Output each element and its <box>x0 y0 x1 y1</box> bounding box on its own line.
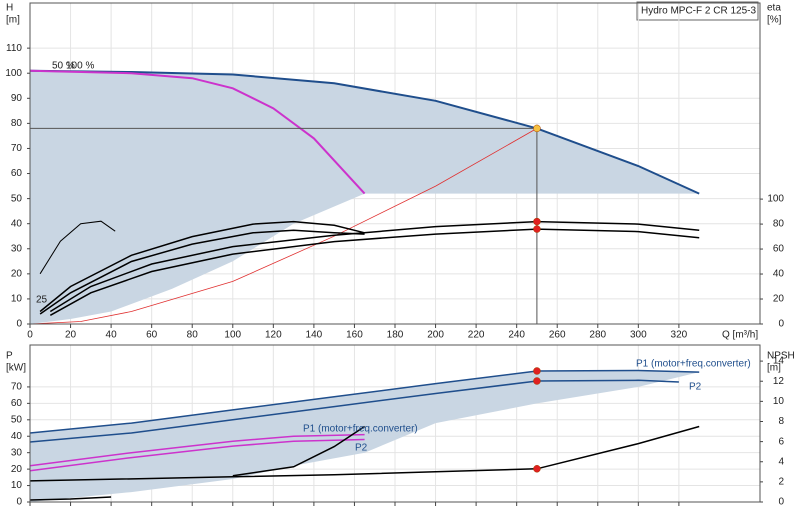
y2-tick-label: 12 <box>773 376 785 387</box>
x-tick-label: 20 <box>65 330 77 341</box>
operating-point <box>533 367 541 375</box>
envelope-area <box>30 70 700 324</box>
x-tick-label: 100 <box>224 330 241 341</box>
annotation: 50 % <box>52 61 75 72</box>
y-tick-label: 50 <box>11 193 23 204</box>
y2-label: NPSH <box>767 351 795 362</box>
curve <box>232 425 366 477</box>
operating-point <box>533 217 541 226</box>
x-tick-label: 320 <box>671 330 688 341</box>
y-tick-label: 100 <box>5 68 22 79</box>
y2-tick-label: 40 <box>773 269 785 280</box>
envelope-area <box>30 370 700 502</box>
y-tick-label: 30 <box>11 447 23 458</box>
x-tick-label: 80 <box>187 330 199 341</box>
y-label: P <box>6 351 13 362</box>
operating-point <box>533 124 541 133</box>
curve <box>29 425 700 482</box>
annotation: P1 (motor+freq.converter) <box>303 424 418 435</box>
annotation: P2 <box>355 443 368 454</box>
x-tick-label: 160 <box>346 330 363 341</box>
y-tick-label: 50 <box>11 414 23 425</box>
annotation: 100 % <box>66 61 94 72</box>
annotation: 25 <box>36 295 48 306</box>
y2-tick-label: 4 <box>778 456 784 467</box>
x-tick-label: 280 <box>589 330 606 341</box>
annotation-layer: 50 % 100 % 25 P1 (motor+freq.converter) … <box>36 61 751 454</box>
annotation: P1 (motor+freq.converter) <box>636 359 751 370</box>
curve <box>29 69 366 195</box>
curve <box>29 69 700 195</box>
y-unit: [kW] <box>6 363 26 374</box>
x-tick-label: 120 <box>265 330 282 341</box>
chart-title: Hydro MPC-F 2 CR 125-3 <box>641 6 756 17</box>
y-tick-label: 70 <box>11 143 23 154</box>
y-tick-label: 110 <box>6 43 22 54</box>
curve <box>49 220 700 313</box>
y2-label: eta <box>767 3 781 14</box>
x-tick-label: 200 <box>427 330 444 341</box>
annotation: P2 <box>689 382 702 393</box>
x-tick-label: 260 <box>549 330 566 341</box>
y2-tick-label: 20 <box>773 294 785 305</box>
y-tick-label: 90 <box>11 93 23 104</box>
y2-tick-label: 14 <box>773 356 785 367</box>
y-tick-label: 80 <box>11 118 23 129</box>
y2-unit: [%] <box>767 15 782 26</box>
y2-tick-label: 60 <box>773 244 785 255</box>
x-tick-label: 240 <box>508 330 525 341</box>
x-label: Q [m³/h] <box>722 330 758 341</box>
y2-tick-label: 6 <box>778 436 784 447</box>
y-tick-label: 40 <box>11 218 23 229</box>
y-tick-label: 60 <box>11 398 23 409</box>
curve <box>39 229 365 315</box>
x-tick-label: 60 <box>146 330 158 341</box>
y-tick-label: 40 <box>11 431 23 442</box>
curve <box>39 220 116 275</box>
curve <box>29 369 700 434</box>
y2-tick-label: 0 <box>778 497 784 508</box>
plot-layer: 0 20 40 60 80 100 120 140 160 180 200 220 240 260 280 3… <box>5 2 785 508</box>
operating-point <box>533 377 541 385</box>
x-tick-label: 220 <box>468 330 485 341</box>
y-tick-label: 0 <box>16 319 22 330</box>
curve <box>39 220 365 313</box>
operating-point <box>533 225 541 233</box>
x-tick-label: 300 <box>630 330 647 341</box>
y2-tick-label: 100 <box>767 194 784 205</box>
y-label: H <box>6 3 13 14</box>
y-tick-label: 60 <box>11 168 23 179</box>
y-tick-label: 20 <box>11 268 23 279</box>
y-tick-label: 10 <box>11 480 23 491</box>
curve <box>49 228 700 316</box>
y2-tick-label: 80 <box>773 219 785 230</box>
curve <box>29 128 538 325</box>
y-tick-label: 70 <box>11 382 23 393</box>
y2-tick-label: 0 <box>778 319 784 330</box>
curve <box>29 433 365 467</box>
curve <box>29 496 112 501</box>
curve <box>29 438 365 472</box>
y-tick-label: 10 <box>11 294 23 305</box>
x-tick-label: 0 <box>27 330 33 341</box>
curve <box>29 379 679 443</box>
operating-point <box>533 465 541 473</box>
x-tick-label: 180 <box>387 330 404 341</box>
y-tick-label: 30 <box>11 243 23 254</box>
y2-tick-label: 2 <box>778 477 784 488</box>
x-tick-label: 40 <box>106 330 118 341</box>
y-tick-label: 0 <box>16 497 22 508</box>
y-tick-label: 20 <box>11 464 23 475</box>
title-box <box>636 1 759 21</box>
y2-unit: [m] <box>767 363 781 374</box>
y2-tick-label: 8 <box>778 416 784 427</box>
x-tick-label: 140 <box>306 330 323 341</box>
y2-tick-label: 10 <box>773 396 785 407</box>
y-unit: [m] <box>6 15 20 26</box>
